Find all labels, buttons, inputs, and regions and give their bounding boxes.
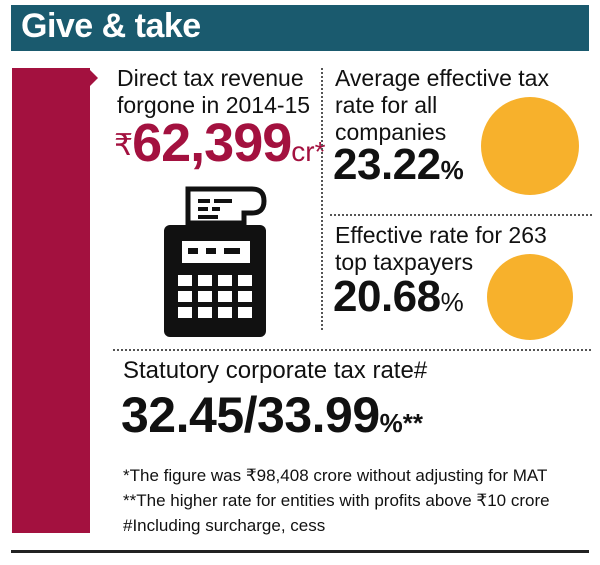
horizontal-divider xyxy=(330,214,592,216)
top-rate-circle xyxy=(487,254,573,340)
statutory-value-row: 32.45/33.99%** xyxy=(121,386,423,444)
header-banner: Give & take xyxy=(11,5,589,51)
page-title: Give & take xyxy=(21,7,201,45)
forgone-label-line2: forgone in 2014-15 xyxy=(117,92,311,118)
statutory-unit: %** xyxy=(379,408,423,438)
forgone-value-row: ₹62,399cr* xyxy=(114,112,326,174)
avg-rate-label-line3: companies xyxy=(335,119,447,145)
statutory-value: 32.45/33.99 xyxy=(121,387,380,443)
footnote-2: **The higher rate for entities with prof… xyxy=(123,491,550,510)
statutory-label: Statutory corporate tax rate# xyxy=(123,357,428,384)
section-divider xyxy=(113,349,591,351)
forgone-unit: cr* xyxy=(291,136,326,167)
forgone-value: 62,399 xyxy=(132,113,292,173)
top-rate-value-row: 20.68% xyxy=(333,272,464,322)
footnote-3: #Including surcharge, cess xyxy=(123,516,326,535)
avg-rate-label-line2: rate for all xyxy=(335,92,438,118)
top-rate-unit: % xyxy=(440,287,464,317)
calculator-icon xyxy=(164,186,267,337)
accent-notch xyxy=(90,70,98,86)
avg-rate-circle xyxy=(481,97,579,195)
rupee-symbol: ₹ xyxy=(114,128,133,162)
bottom-rule xyxy=(11,550,589,553)
accent-bar xyxy=(12,68,90,533)
top-rate-label-line2: top taxpayers xyxy=(335,249,474,275)
vertical-divider xyxy=(321,68,323,330)
avg-rate-unit: % xyxy=(440,155,464,185)
avg-rate-value-row: 23.22% xyxy=(333,140,464,190)
avg-rate-label-line1: Average effective tax xyxy=(335,65,549,91)
top-rate-value: 20.68 xyxy=(333,272,441,321)
footnote-1: *The figure was ₹98,408 crore without ad… xyxy=(123,466,548,485)
avg-rate-value: 23.22 xyxy=(333,140,441,189)
top-rate-label-line1: Effective rate for 263 xyxy=(335,222,547,248)
forgone-label-line1: Direct tax revenue xyxy=(117,65,304,91)
